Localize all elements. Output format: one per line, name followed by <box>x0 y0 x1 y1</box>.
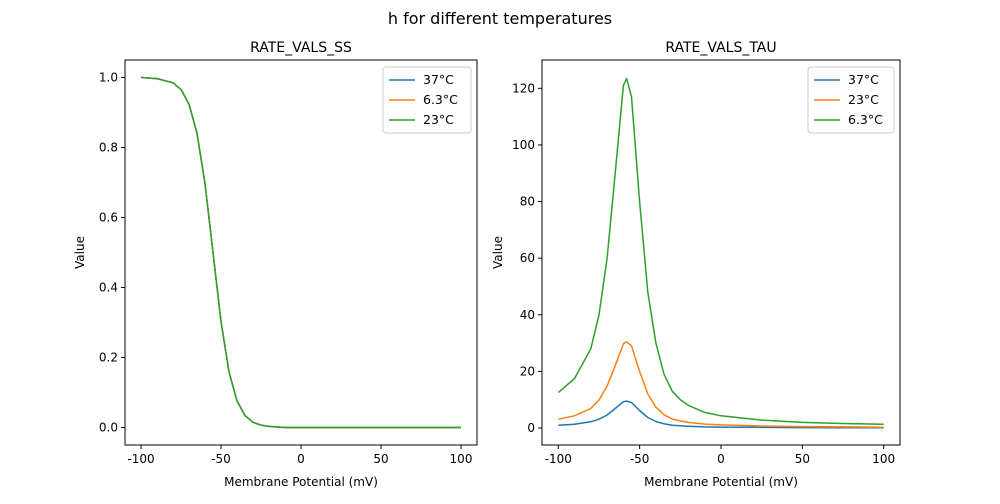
legend-box <box>382 66 472 134</box>
x-tick-label: -50 <box>630 452 650 466</box>
series-line-0 <box>558 400 884 429</box>
axes-frame <box>124 59 478 446</box>
legend-label: 6.3°C <box>423 92 458 107</box>
x-axis-label: Membrane Potential (mV) <box>644 475 798 489</box>
y-tick-label: 60 <box>520 251 535 265</box>
y-tick-label: 100 <box>512 138 535 152</box>
x-tick-label: 50 <box>795 452 810 466</box>
y-tick-label: 0.2 <box>99 351 118 365</box>
legend-label: 37°C <box>423 72 454 87</box>
figure-title: h for different temperatures <box>388 9 612 28</box>
y-tick-label: 0.4 <box>99 281 118 295</box>
legend-label: 23°C <box>848 92 879 107</box>
legend-label: 23°C <box>423 112 454 127</box>
x-tick-label: 100 <box>450 452 473 466</box>
series-line-1 <box>558 340 884 428</box>
y-tick-label: 80 <box>520 195 535 209</box>
subplot-title: RATE_VALS_TAU <box>665 40 776 56</box>
series-line-2 <box>140 76 461 429</box>
axes-frame <box>541 59 901 446</box>
y-axis-label: Value <box>73 236 87 269</box>
x-tick-label: 50 <box>373 452 388 466</box>
x-axis-label: Membrane Potential (mV) <box>224 475 378 489</box>
x-tick-label: 0 <box>717 452 725 466</box>
y-tick-label: 0.8 <box>99 141 118 155</box>
x-tick-label: 0 <box>297 452 305 466</box>
y-tick-label: 0.0 <box>99 421 118 435</box>
legend: 37°C 6.3°C 23°C <box>382 66 472 134</box>
subplot-ss: RATE_VALS_SS Membrane Potential (mV) Value… <box>73 40 478 489</box>
x-tick-label: -100 <box>545 452 572 466</box>
x-tick-label: 100 <box>872 452 895 466</box>
subplot-title: RATE_VALS_SS <box>250 40 352 56</box>
legend-label: 37°C <box>848 72 879 87</box>
y-tick-label: 0.6 <box>99 211 118 225</box>
subplot-tau: RATE_VALS_TAU Membrane Potential (mV) Valu… <box>491 40 901 489</box>
x-tick-label: -100 <box>127 452 154 466</box>
x-tick-label: -50 <box>211 452 231 466</box>
legend-box <box>807 66 895 134</box>
y-tick-label: 1.0 <box>99 71 118 85</box>
y-tick-label: 40 <box>520 308 535 322</box>
series-line-2 <box>557 77 884 426</box>
y-tick-label: 120 <box>512 81 535 95</box>
y-tick-label: 0 <box>527 421 535 435</box>
legend-label: 6.3°C <box>848 112 883 127</box>
y-axis-label: Value <box>491 236 505 269</box>
y-tick-label: 20 <box>520 364 535 378</box>
legend: 37°C 23°C 6.3°C <box>807 66 895 134</box>
